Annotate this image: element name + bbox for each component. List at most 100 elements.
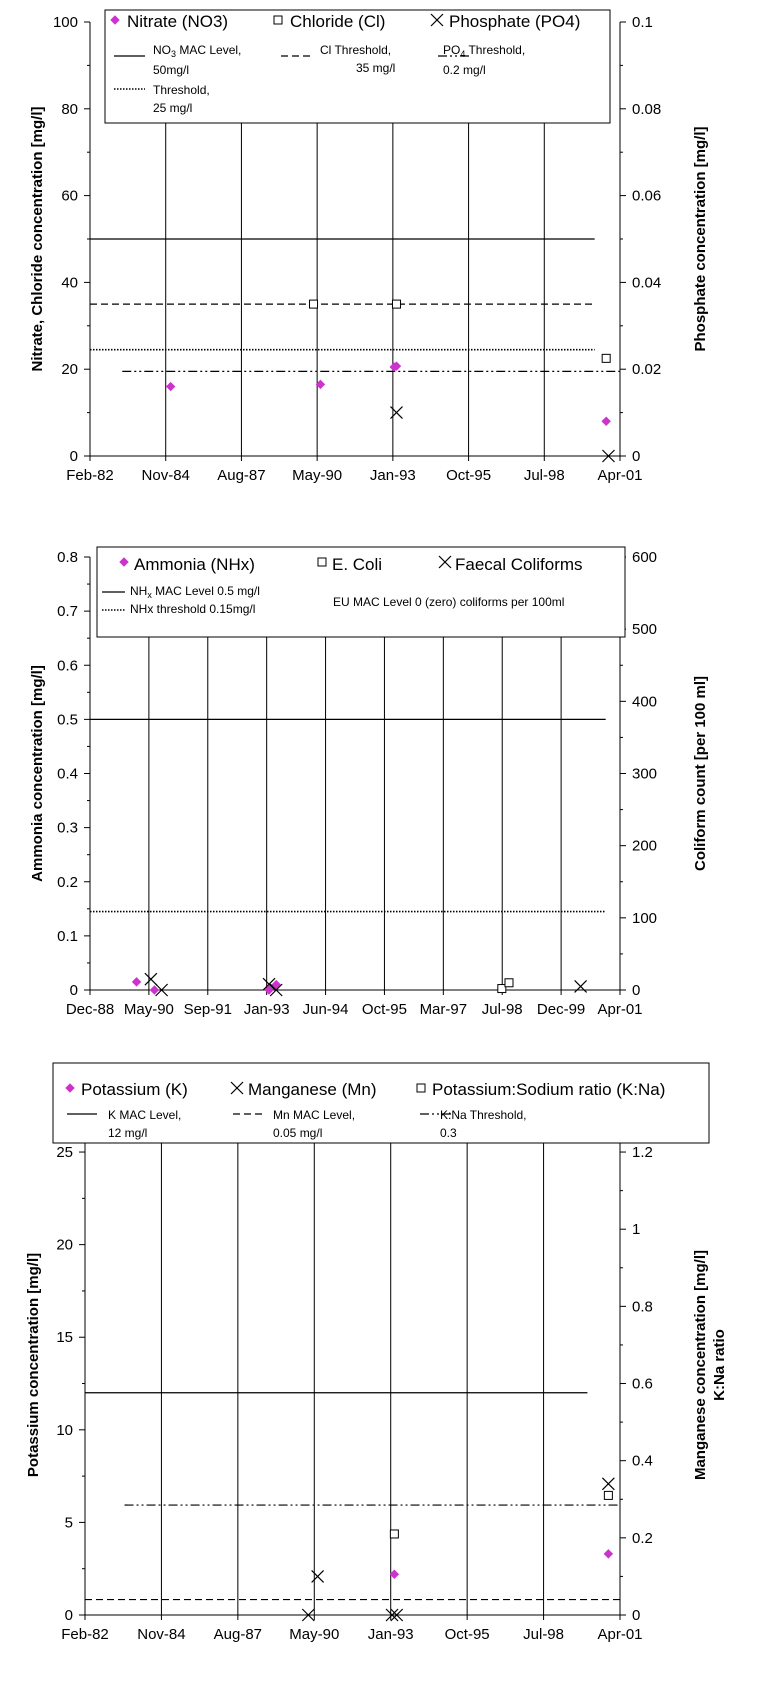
legend-series-label: Potassium:Sodium ratio (K:Na) (432, 1080, 665, 1099)
data-point-square (601, 353, 611, 363)
data-point-x (574, 979, 588, 993)
legend-marker-x (438, 555, 452, 569)
legend-line-label: PO4 Threshold, (443, 43, 525, 59)
data-point-diamond (389, 1569, 400, 1579)
y-right-tick-label: 0 (632, 982, 640, 999)
y-left-tick-label: 10 (56, 1422, 73, 1439)
legend: Nitrate (NO3) Chloride (Cl) Phosphate (PO4… (104, 9, 611, 124)
y-right-tick-label: 1 (632, 1221, 640, 1238)
legend-series-label: E. Coli (332, 555, 382, 574)
y-left-tick-label: 5 (65, 1514, 73, 1531)
data-point-x-stroke-b (390, 406, 403, 420)
y-right-axis-title: Phosphate concentration [mg/l] (692, 126, 709, 351)
x-tick-label: Jul-98 (523, 1626, 564, 1643)
legend-marker-square (416, 1083, 426, 1093)
legend-marker-diamond (65, 1083, 75, 1093)
data-point-square (497, 984, 507, 994)
legend-marker-x-stroke-b (230, 1081, 244, 1095)
legend-series-label: Nitrate (NO3) (127, 12, 228, 31)
legend-series-label: Phosphate (PO4) (449, 12, 580, 31)
data-point-x-stroke-b (144, 972, 158, 986)
x-tick-label: Dec-99 (537, 1001, 585, 1018)
y-right-tick-label: 0.04 (632, 274, 661, 291)
legend-series-label: Potassium (K) (81, 1080, 188, 1099)
y-right-tick-label: 1.2 (632, 1144, 653, 1161)
legend-marker-square (317, 557, 327, 567)
data-point-diamond (264, 985, 274, 995)
y-right-tick-label: 0.4 (632, 1453, 653, 1470)
y-left-tick-label: 25 (56, 1144, 73, 1161)
legend-line-label: Cl Threshold, (320, 43, 391, 57)
y-left-tick-label: 80 (61, 101, 78, 118)
legend-line-label: 25 mg/l (153, 101, 192, 115)
legend-line-label: 0.05 mg/l (273, 1126, 322, 1140)
y-right-tick-label: 600 (632, 549, 657, 566)
potassium-manganese-chart: Feb-82 Nov-84 Aug-87 May-90 Jan-93 Oct-95 Jul-… (25, 1062, 728, 1643)
y-right-tick-label: 500 (632, 621, 657, 638)
x-tick-label: Dec-88 (66, 1001, 114, 1018)
y-right-tick-label: 300 (632, 766, 657, 783)
x-tick-label: Apr-01 (597, 467, 642, 484)
data-point-x-stroke-b (311, 1569, 325, 1583)
legend-marker-x (230, 1081, 244, 1095)
data-point-x (385, 1608, 399, 1622)
y-right-tick-label: 0.2 (632, 1530, 653, 1547)
x-tick-label: Feb-82 (66, 467, 114, 484)
x-tick-label: Oct-95 (362, 1001, 407, 1018)
legend: Potassium (K) Manganese (Mn) Potassium:Sod… (52, 1062, 710, 1144)
y-left-tick-label: 0.2 (57, 874, 78, 891)
x-tick-label: Nov-84 (137, 1626, 185, 1643)
data-point-x-stroke-b (601, 1477, 615, 1491)
data-point-x-stroke-b (574, 979, 588, 993)
legend-series-label: Chloride (Cl) (290, 12, 385, 31)
legend-line-label: Threshold, (153, 83, 210, 97)
y-left-tick-label: 60 (61, 188, 78, 205)
y-left-tick-label: 40 (61, 274, 78, 291)
legend-note: EU MAC Level 0 (zero) coliforms per 100m… (333, 595, 564, 609)
legend-line-label: 35 mg/l (356, 61, 395, 75)
data-point-x (311, 1569, 325, 1583)
y-right-tick-label: 0.06 (632, 188, 661, 205)
x-tick-label: Apr-01 (597, 1001, 642, 1018)
data-point-diamond (165, 381, 176, 392)
data-point-x (301, 1608, 315, 1622)
y-left-tick-label: 15 (56, 1329, 73, 1346)
y-right-tick-label: 400 (632, 693, 657, 710)
data-point-diamond (391, 361, 402, 371)
data-point-diamond (149, 985, 160, 995)
legend-series-label: Ammonia (NHx) (134, 555, 255, 574)
data-point-diamond (271, 979, 281, 990)
data-point-square (389, 1529, 399, 1539)
y-right-tick-label: 0.1 (632, 14, 653, 31)
y-left-tick-label: 0.3 (57, 820, 78, 837)
y-right-axis-title: Coliform count [per 100 ml] (692, 676, 709, 871)
y-left-tick-label: 0 (65, 1607, 73, 1624)
x-tick-label: Jan-93 (368, 1626, 414, 1643)
y-left-tick-label: 20 (61, 361, 78, 378)
data-point-x (390, 1608, 404, 1622)
data-point-square (603, 1490, 613, 1500)
data-point-square (504, 978, 514, 988)
x-tick-label: May-90 (289, 1626, 339, 1643)
y-right-axis-title: Manganese concentration [mg/l] (692, 1250, 709, 1480)
legend-marker-x (430, 13, 444, 27)
x-tick-label: Apr-01 (597, 1626, 642, 1643)
data-point-x (390, 406, 403, 420)
y-right-tick-label: 0.8 (632, 1298, 653, 1315)
data-point-x (601, 1477, 615, 1491)
x-tick-label: Jan-93 (370, 467, 416, 484)
x-tick-label: Oct-95 (446, 467, 491, 484)
ammonia-coliform-chart: Dec-88 May-90 Sep-91 Jan-93 Jun-94 Oct-95 Mar-… (29, 546, 709, 1018)
y-right-axis-title-2: K:Na ratio (711, 1329, 728, 1401)
y-left-axis-title: Ammonia concentration [mg/l] (29, 665, 46, 882)
y-left-axis-title: Nitrate, Chloride concentration [mg/l] (29, 106, 46, 371)
x-tick-label: May-90 (292, 467, 342, 484)
y-right-tick-label: 0.08 (632, 101, 661, 118)
y-left-tick-label: 0.8 (57, 549, 78, 566)
legend-box (52, 1062, 710, 1144)
legend-line-label: K:Na Threshold, (440, 1108, 527, 1122)
data-point-x (269, 983, 283, 997)
legend-box (104, 9, 611, 124)
legend-line-label: 0.2 mg/l (443, 63, 486, 77)
y-right-tick-label: 0 (632, 448, 640, 465)
